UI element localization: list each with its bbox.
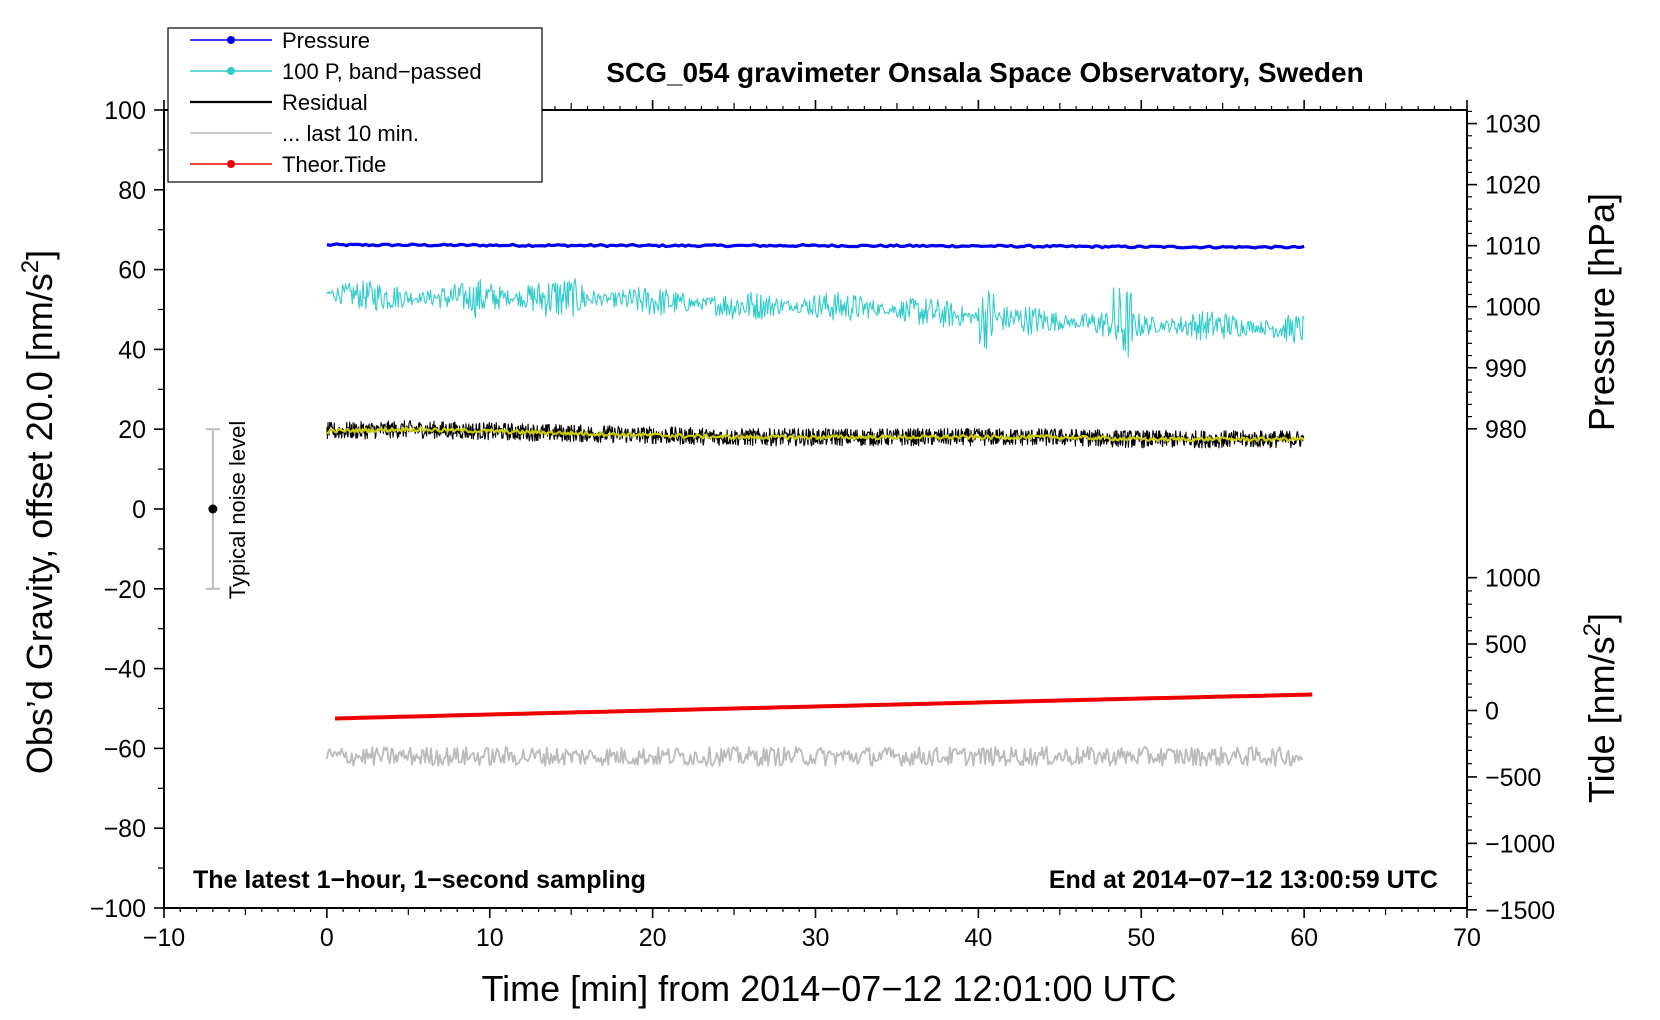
tide-tick-label: 500 — [1485, 631, 1527, 659]
series-last-10-min — [326, 745, 1304, 767]
pressure-tick-label: 980 — [1485, 416, 1527, 444]
x-tick-label: 60 — [1290, 924, 1318, 952]
pressure-tick-label: 1030 — [1485, 111, 1541, 139]
x-tick-label: 40 — [964, 924, 992, 952]
legend-marker — [227, 67, 235, 75]
x-tick-label: 50 — [1127, 924, 1155, 952]
noise-bar-label: Typical noise level — [225, 421, 250, 600]
ticks-layer: −10 0 10 20 30 40 50 60 70−100−80−60−40−20020406… — [90, 97, 1556, 952]
y-tick-label: 40 — [118, 336, 146, 364]
y-axis-label-main: Obs’d Gravity, offset 20.0 [nm/s — [19, 273, 60, 774]
y-tick-label: −60 — [104, 735, 146, 763]
x-axis-label: Time [min] from 2014−07−12 12:01:00 UTC — [481, 968, 1176, 1009]
noise-bar-center — [208, 504, 218, 514]
series-residual — [326, 420, 1305, 449]
legend-marker — [227, 160, 235, 168]
y-tick-label: −100 — [90, 895, 146, 923]
legend-marker — [227, 36, 235, 44]
tide-tick-label: −1000 — [1485, 830, 1555, 858]
tide-axis-label-close: ] — [1581, 613, 1622, 623]
y-tick-label: 100 — [104, 97, 146, 125]
series-layer — [205, 242, 1313, 767]
y-axis-label-close: ] — [19, 250, 60, 260]
pressure-tick-label: 1010 — [1485, 233, 1541, 261]
plot-area-border — [163, 109, 1468, 909]
legend-label: Residual — [282, 90, 368, 115]
annotation-bottom-left: The latest 1−hour, 1−second sampling — [193, 866, 646, 894]
tide-axis-label-main: Tide [nm/s — [1581, 636, 1622, 803]
x-tick-label: 0 — [320, 924, 334, 952]
annotation-bottom-right: End at 2014−07−12 13:00:59 UTC — [1049, 866, 1438, 894]
legend-label: ... last 10 min. — [282, 121, 419, 146]
x-tick-label: 70 — [1453, 924, 1481, 952]
legend-label: Pressure — [282, 28, 370, 53]
legend: Pressure 100 P, band−passed Residual ... la… — [167, 27, 543, 183]
pressure-tick-label: 990 — [1485, 355, 1527, 383]
tide-axis-label-sup: 2 — [1579, 623, 1606, 636]
x-tick-label: 10 — [476, 924, 504, 952]
series-theor-tide — [334, 692, 1313, 721]
y-tick-label: 0 — [132, 496, 146, 524]
pressure-axis-label: Pressure [hPa] — [1581, 193, 1622, 431]
x-tick-label: 30 — [802, 924, 830, 952]
series-pressure — [326, 242, 1305, 250]
legend-box — [167, 27, 543, 183]
pressure-tick-label: 1020 — [1485, 172, 1541, 200]
x-tick-label: −10 — [143, 924, 185, 952]
y-tick-label: −20 — [104, 576, 146, 604]
tide-tick-label: 0 — [1485, 697, 1499, 725]
tide-tick-label: −500 — [1485, 764, 1541, 792]
y-tick-label: 80 — [118, 177, 146, 205]
legend-label: 100 P, band−passed — [282, 59, 482, 84]
chart-title: SCG_054 gravimeter Onsala Space Observat… — [606, 57, 1363, 88]
tide-axis-label: Tide [nm/s2] — [1579, 613, 1622, 803]
x-tick-label: 20 — [639, 924, 667, 952]
labels-layer: SCG_054 gravimeter Onsala Space Observat… — [17, 57, 1622, 1009]
plot-frame — [163, 109, 1468, 909]
tide-tick-label: −1500 — [1485, 897, 1555, 925]
y-axis-label-sup: 2 — [17, 260, 44, 273]
pressure-tick-label: 1000 — [1485, 294, 1541, 322]
series-100-p-band-passed — [326, 278, 1305, 358]
y-tick-label: −80 — [104, 815, 146, 843]
series-residual-smoothed — [326, 426, 1305, 443]
tide-tick-label: 1000 — [1485, 565, 1541, 593]
legend-label: Theor.Tide — [282, 152, 386, 177]
y-tick-label: 60 — [118, 257, 146, 285]
y-axis-label: Obs’d Gravity, offset 20.0 [nm/s2] — [17, 250, 60, 774]
y-tick-label: −40 — [104, 656, 146, 684]
y-tick-label: 20 — [118, 416, 146, 444]
